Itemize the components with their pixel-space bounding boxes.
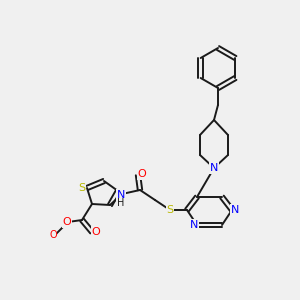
Text: N: N [231, 205, 239, 215]
Text: O: O [92, 227, 100, 237]
Text: S: S [167, 205, 174, 215]
Text: O: O [138, 169, 146, 179]
Text: N: N [190, 220, 198, 230]
Text: O: O [49, 230, 57, 240]
Text: H: H [117, 198, 125, 208]
Text: O: O [63, 217, 71, 227]
Text: N: N [210, 163, 218, 173]
Text: N: N [117, 190, 125, 200]
Text: S: S [78, 183, 85, 193]
